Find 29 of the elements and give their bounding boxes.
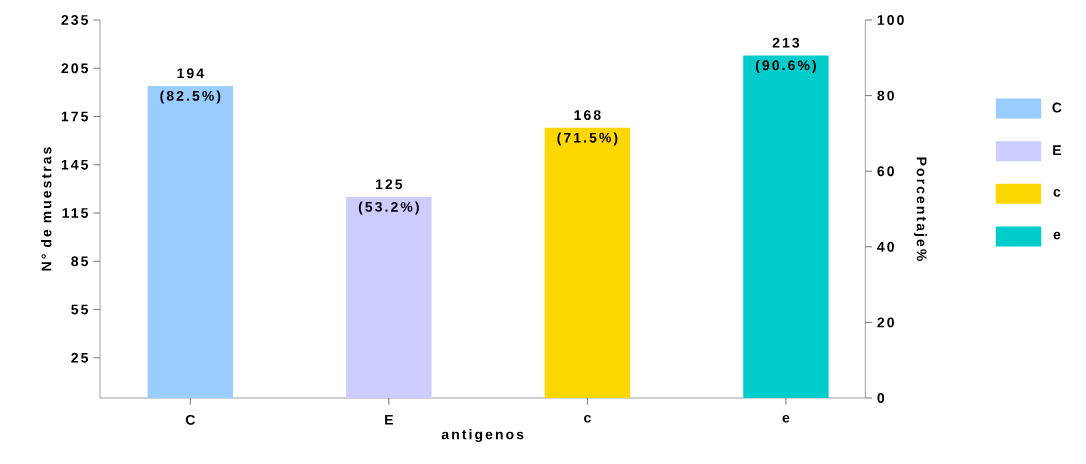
y-tick-label: 175 [61, 111, 89, 122]
data-label: 125 (53.2%) [358, 179, 419, 215]
y-tick-label: 55 [71, 304, 89, 315]
x-tick-label: e [782, 414, 790, 423]
y-tick-label: 25 [71, 352, 89, 363]
legend-label: c [1053, 189, 1061, 197]
y-tick-label: 235 [61, 15, 89, 25]
y-tick-label: 115 [62, 208, 88, 218]
y-axis-title: N° de muestras [41, 147, 52, 271]
y-tick-label: 205 [61, 63, 89, 74]
y2-tick-label: 100 [877, 15, 904, 25]
y2-tick-label: 20 [877, 317, 894, 328]
legend-label: E [1053, 145, 1061, 155]
data-label: 213 (90.6%) [755, 37, 816, 73]
x-tick-label: E [385, 414, 393, 425]
y-tick-label: 85 [71, 256, 89, 267]
y2-tick-label: 0 [877, 393, 885, 403]
y-tick-label: 145 [61, 159, 89, 170]
x-axis-title: antigenos [441, 429, 524, 443]
data-label: 168 (71.5%) [557, 110, 618, 146]
legend-label: C [1052, 102, 1062, 113]
y2-tick-label: 60 [877, 166, 894, 177]
y2-axis-title: Porcentaje% [913, 157, 927, 261]
x-tick-label: C [185, 414, 195, 425]
x-tick-label: c [584, 414, 591, 423]
legend-label: e [1053, 231, 1061, 240]
data-label: 194 (82.5%) [160, 68, 221, 104]
y2-tick-label: 80 [877, 90, 894, 101]
y2-tick-label: 40 [877, 241, 894, 252]
